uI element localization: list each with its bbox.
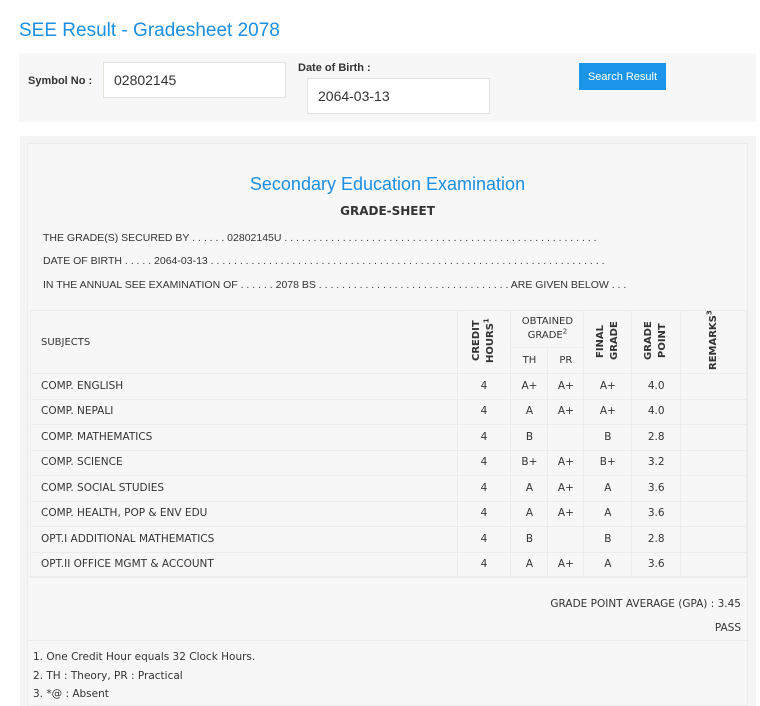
footnote: 3. *@ : Absent: [33, 688, 109, 700]
cell-th: A: [510, 398, 549, 425]
cell-th: A: [510, 500, 549, 527]
secured-by-line: THE GRADE(S) SECURED BY . . . . . . 0280…: [43, 232, 597, 244]
table-row: COMP. ENGLISH 4 A+ A+ A+ 4.0: [30, 373, 747, 400]
cell-point: 3.6: [631, 475, 682, 502]
gradesheet: Secondary Education Examination GRADE-SH…: [27, 143, 748, 706]
header-pr: PR: [547, 347, 585, 374]
cell-pr: A+: [547, 398, 585, 425]
cell-subject: COMP. MATHEMATICS: [30, 424, 458, 451]
cell-remarks: [680, 398, 747, 425]
cell-th: A+: [510, 373, 549, 400]
cell-remarks: [680, 526, 747, 553]
cell-credit: 4: [456, 373, 512, 400]
search-result-button[interactable]: Search Result: [579, 63, 666, 90]
cell-pr: [547, 424, 585, 451]
dob-label: Date of Birth :: [298, 62, 371, 74]
cell-final: A: [583, 551, 633, 578]
footnotes: 1. One Credit Hour equals 32 Clock Hours…: [33, 648, 255, 704]
cell-remarks: [680, 551, 747, 578]
gradesheet-heading: GRADE-SHEET: [340, 204, 435, 218]
cell-remarks: [680, 449, 747, 476]
page-title: SEE Result - Gradesheet 2078: [19, 20, 280, 41]
exam-line: IN THE ANNUAL SEE EXAMINATION OF . . . .…: [43, 279, 627, 291]
cell-credit: 4: [456, 526, 512, 553]
footnote: 2. TH : Theory, PR : Practical: [33, 669, 183, 682]
table-row: COMP. SCIENCE 4 B+ A+ B+ 3.2: [30, 449, 747, 476]
header-th: TH: [510, 347, 549, 374]
cell-final: A: [583, 475, 633, 502]
cell-subject: OPT.I ADDITIONAL MATHEMATICS: [30, 526, 458, 553]
cell-subject: COMP. NEPALI: [30, 398, 458, 425]
cell-point: 4.0: [631, 398, 682, 425]
table-row: OPT.II OFFICE MGMT & ACCOUNT 4 A A+ A 3.6: [30, 551, 747, 578]
cell-final: B: [583, 424, 633, 451]
header-point: GRADE POINT: [631, 310, 682, 374]
result-status: PASS: [714, 622, 741, 634]
cell-subject: COMP. SOCIAL STUDIES: [30, 475, 458, 502]
cell-pr: A+: [547, 551, 585, 578]
cell-th: B: [510, 424, 549, 451]
cell-point: 4.0: [631, 373, 682, 400]
cell-remarks: [680, 373, 747, 400]
cell-pr: A+: [547, 500, 585, 527]
cell-credit: 4: [456, 551, 512, 578]
table-row: COMP. NEPALI 4 A A+ A+ 4.0: [30, 398, 747, 425]
header-obtained: OBTAINED GRADE2: [510, 310, 585, 348]
cell-pr: A+: [547, 373, 585, 400]
cell-subject: OPT.II OFFICE MGMT & ACCOUNT: [30, 551, 458, 578]
cell-final: A: [583, 500, 633, 527]
cell-remarks: [680, 500, 747, 527]
header-final: FINAL GRADE: [583, 310, 633, 374]
cell-pr: A+: [547, 449, 585, 476]
symbol-label: Symbol No :: [28, 75, 93, 87]
cell-credit: 4: [456, 475, 512, 502]
cell-th: A: [510, 475, 549, 502]
cell-credit: 4: [456, 500, 512, 527]
search-form: Symbol No : Date of Birth : Search Resul…: [19, 53, 756, 122]
cell-point: 2.8: [631, 526, 682, 553]
cell-point: 2.8: [631, 424, 682, 451]
footnote: 1. One Credit Hour equals 32 Clock Hours…: [33, 651, 256, 663]
cell-subject: COMP. HEALTH, POP & ENV EDU: [30, 500, 458, 527]
cell-final: A+: [583, 373, 633, 400]
exam-heading: Secondary Education Examination: [249, 174, 526, 194]
table-row: COMP. MATHEMATICS 4 B B 2.8: [30, 424, 747, 451]
header-remarks: REMARKS3: [680, 310, 747, 374]
header-subjects: SUBJECTS: [30, 310, 458, 374]
cell-credit: 4: [456, 449, 512, 476]
dob-line: DATE OF BIRTH . . . . . 2064-03-13 . . .…: [43, 255, 605, 267]
gradesheet-panel: Secondary Education Examination GRADE-SH…: [20, 136, 756, 706]
cell-point: 3.2: [631, 449, 682, 476]
gpa: GRADE POINT AVERAGE (GPA) : 3.45: [550, 598, 741, 610]
cell-final: A+: [583, 398, 633, 425]
cell-point: 3.6: [631, 551, 682, 578]
cell-point: 3.6: [631, 500, 682, 527]
cell-final: B+: [583, 449, 633, 476]
cell-subject: COMP. SCIENCE: [30, 449, 458, 476]
cell-pr: [547, 526, 585, 553]
cell-credit: 4: [456, 398, 512, 425]
dob-input[interactable]: [307, 78, 490, 114]
cell-remarks: [680, 475, 747, 502]
cell-credit: 4: [456, 424, 512, 451]
cell-th: B+: [510, 449, 549, 476]
table-row: COMP. HEALTH, POP & ENV EDU 4 A A+ A 3.6: [30, 500, 747, 527]
cell-final: B: [583, 526, 633, 553]
symbol-input[interactable]: [103, 62, 286, 98]
grades-table: SUBJECTS CREDIT HOURS1 OBTAINED GRADE2 F…: [30, 310, 747, 578]
table-row: OPT.I ADDITIONAL MATHEMATICS 4 B B 2.8: [30, 526, 747, 553]
header-credit: CREDIT HOURS1: [456, 310, 512, 374]
cell-th: A: [510, 551, 549, 578]
cell-subject: COMP. ENGLISH: [30, 373, 458, 400]
table-row: COMP. SOCIAL STUDIES 4 A A+ A 3.6: [30, 475, 747, 502]
cell-pr: A+: [547, 475, 585, 502]
cell-remarks: [680, 424, 747, 451]
cell-th: B: [510, 526, 549, 553]
